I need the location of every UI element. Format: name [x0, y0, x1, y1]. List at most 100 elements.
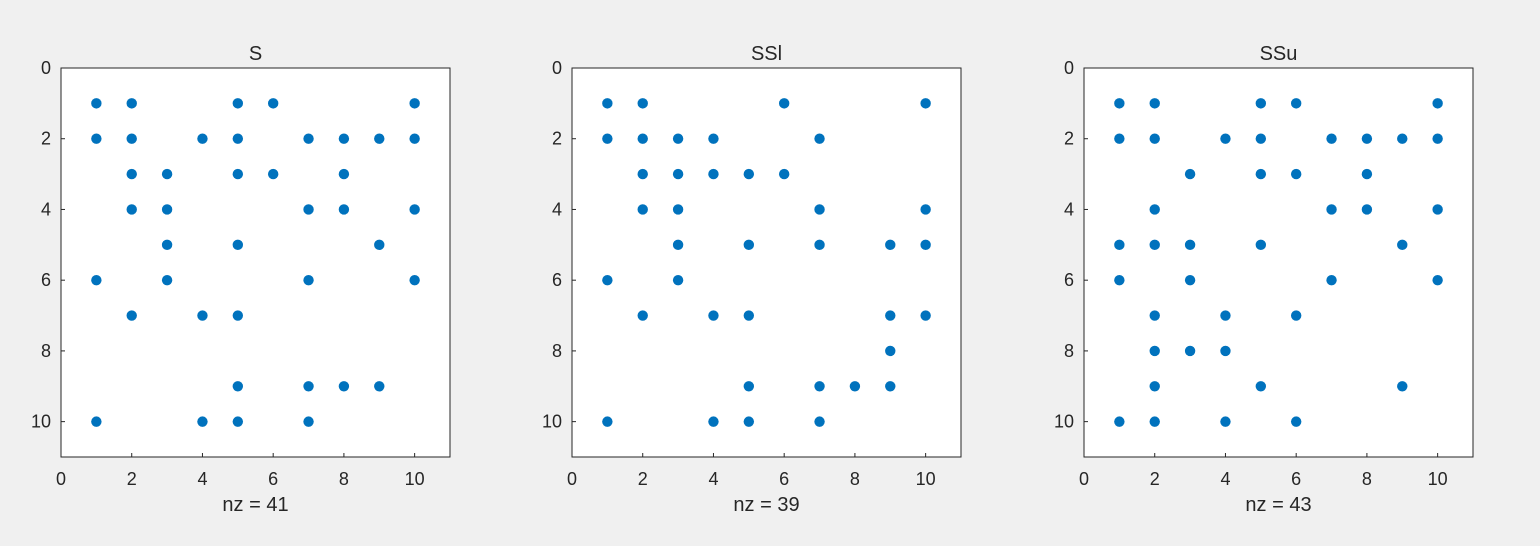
y-tick-label: 8 — [1064, 341, 1074, 361]
data-point — [91, 416, 102, 427]
data-point — [708, 416, 719, 427]
y-tick-label: 8 — [552, 341, 562, 361]
x-tick-label: 6 — [1291, 469, 1301, 489]
data-point — [1149, 345, 1160, 357]
y-tick-label: 0 — [41, 58, 51, 78]
data-point — [885, 239, 896, 251]
data-point — [1149, 133, 1160, 144]
x-axis-label: nz = 39 — [733, 494, 799, 516]
data-point — [1290, 98, 1302, 109]
data-point — [814, 133, 825, 144]
data-point — [1149, 204, 1160, 215]
data-point — [885, 310, 896, 321]
subplot-title: S — [249, 43, 262, 65]
y-tick-label: 8 — [41, 341, 51, 361]
data-point — [1184, 345, 1196, 357]
x-tick-label: 2 — [638, 469, 648, 489]
data-point — [1290, 168, 1302, 180]
y-tick-label: 10 — [542, 412, 562, 432]
data-point — [197, 310, 208, 321]
data-point — [338, 168, 350, 180]
data-point — [1326, 133, 1337, 144]
y-tick-label: 0 — [1064, 58, 1074, 78]
subplot-title: SSl — [751, 43, 782, 65]
x-tick-label: 10 — [916, 469, 936, 489]
data-point — [1397, 239, 1408, 251]
data-point — [672, 133, 684, 144]
data-point — [885, 345, 896, 357]
data-point — [1184, 274, 1196, 286]
y-tick-label: 2 — [41, 129, 51, 149]
y-tick-label: 2 — [1064, 129, 1074, 149]
y-tick-label: 6 — [552, 270, 562, 290]
data-point — [637, 204, 648, 215]
x-tick-label: 4 — [708, 469, 718, 489]
data-point — [814, 381, 825, 392]
data-point — [1432, 204, 1443, 215]
x-tick-label: 0 — [567, 469, 577, 489]
data-point — [743, 381, 755, 392]
data-point — [1361, 168, 1373, 180]
x-tick-label: 8 — [339, 469, 349, 489]
data-point — [885, 381, 896, 392]
x-tick-label: 8 — [1362, 469, 1372, 489]
data-point — [1397, 381, 1408, 392]
x-axis-label: nz = 43 — [1245, 494, 1311, 516]
data-point — [602, 274, 613, 286]
data-point — [1184, 168, 1196, 180]
data-point — [849, 381, 861, 392]
data-point — [91, 98, 102, 109]
plot-area — [571, 67, 962, 458]
data-point — [602, 133, 613, 144]
data-point — [1255, 239, 1267, 251]
data-point — [267, 98, 279, 109]
subplot-ssl: SSl nz = 39 0 2 4 6 8 10 0 2 4 6 8 10 — [542, 43, 962, 516]
data-point — [161, 168, 173, 180]
data-point — [602, 416, 613, 427]
data-point — [126, 168, 137, 180]
data-point — [374, 381, 385, 392]
data-point — [1149, 381, 1160, 392]
x-tick-label: 8 — [850, 469, 860, 489]
data-point — [1149, 239, 1160, 251]
data-point — [1220, 345, 1231, 357]
data-point — [920, 98, 931, 109]
data-point — [1255, 133, 1267, 144]
data-point — [1114, 133, 1125, 144]
y-tick-label: 2 — [552, 129, 562, 149]
x-tick-label: 6 — [268, 469, 278, 489]
y-tick-label: 4 — [41, 199, 51, 219]
data-point — [232, 239, 244, 251]
data-point — [1114, 274, 1125, 286]
data-point — [637, 168, 648, 180]
data-point — [814, 204, 825, 215]
x-tick-label: 10 — [1428, 469, 1448, 489]
data-point — [743, 310, 755, 321]
data-point — [303, 416, 314, 427]
data-point — [778, 168, 790, 180]
data-point — [672, 168, 684, 180]
data-point — [743, 239, 755, 251]
data-point — [338, 204, 350, 215]
data-point — [708, 133, 719, 144]
x-tick-label: 0 — [1079, 469, 1089, 489]
data-point — [161, 274, 173, 286]
data-point — [232, 98, 244, 109]
data-point — [409, 204, 420, 215]
x-tick-label: 4 — [1220, 469, 1230, 489]
subplot-s: S nz = 41 0 2 4 6 8 10 0 2 4 6 8 10 — [31, 43, 451, 516]
data-point — [814, 416, 825, 427]
x-tick-label: 0 — [56, 469, 66, 489]
y-tick-label: 6 — [41, 270, 51, 290]
data-point — [303, 274, 314, 286]
data-point — [1326, 274, 1337, 286]
plot-area — [60, 67, 451, 458]
data-point — [197, 416, 208, 427]
y-tick-label: 10 — [31, 412, 51, 432]
data-point — [232, 310, 244, 321]
data-point — [409, 98, 420, 109]
data-point — [232, 416, 244, 427]
data-point — [920, 310, 931, 321]
data-point — [920, 204, 931, 215]
